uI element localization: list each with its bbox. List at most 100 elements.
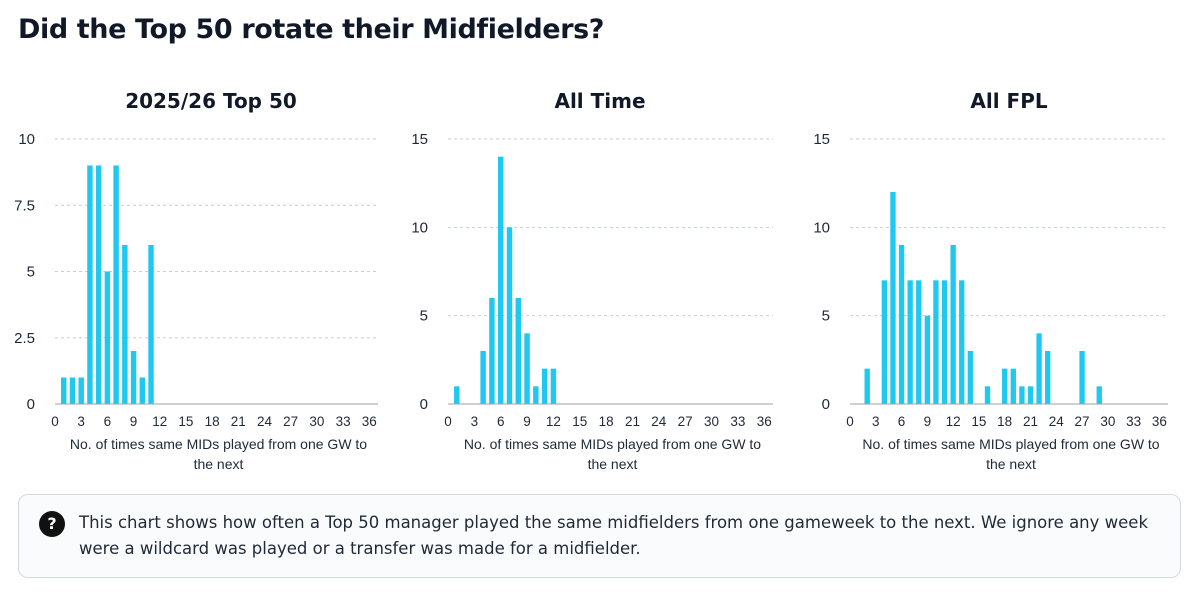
x-tick-label: 18 <box>599 414 614 429</box>
bar <box>950 245 956 404</box>
info-box: ? This chart shows how often a Top 50 ma… <box>18 494 1181 578</box>
bar <box>454 386 460 404</box>
x-tick-label: 15 <box>971 414 986 429</box>
bar <box>1045 351 1051 404</box>
x-tick-label: 30 <box>1100 414 1115 429</box>
x-tick-label: 36 <box>757 414 772 429</box>
x-tick-label: 12 <box>152 414 167 429</box>
bar <box>87 165 93 404</box>
x-tick-label: 6 <box>104 414 112 429</box>
x-tick-label: 30 <box>704 414 719 429</box>
y-tick-label: 5 <box>27 264 35 281</box>
bar <box>104 271 111 404</box>
x-tick-label: 9 <box>130 414 138 429</box>
y-tick-label: 15 <box>411 131 428 148</box>
x-tick-label: 15 <box>178 414 193 429</box>
y-tick-label: 2.5 <box>14 330 35 347</box>
x-tick-label: 36 <box>1152 414 1167 429</box>
y-tick-label: 10 <box>813 219 830 236</box>
x-tick-label: 33 <box>1126 414 1141 429</box>
bar <box>139 377 146 404</box>
y-tick-label: 15 <box>813 131 830 148</box>
bar <box>890 192 896 404</box>
x-tick-label: 6 <box>898 414 906 429</box>
bar <box>864 368 870 404</box>
bar <box>1096 386 1102 404</box>
bar <box>113 165 119 404</box>
bar <box>506 227 513 404</box>
bar <box>524 333 530 404</box>
bar <box>78 377 84 404</box>
x-tick-label: 18 <box>205 414 220 429</box>
x-tick-label: 0 <box>444 414 452 429</box>
y-tick-label: 5 <box>822 308 830 325</box>
chart-title: 2025/26 Top 50 <box>125 89 297 113</box>
bar <box>130 351 137 404</box>
x-tick-label: 24 <box>1049 414 1065 429</box>
y-tick-label: 0 <box>27 396 35 413</box>
y-tick-label: 5 <box>420 308 428 325</box>
chart-title: All FPL <box>970 89 1047 113</box>
x-tick-label: 6 <box>497 414 505 429</box>
bar <box>69 377 76 404</box>
x-tick-label: 21 <box>1023 414 1038 429</box>
bar <box>916 280 922 404</box>
bar <box>898 245 905 404</box>
question-circle-icon[interactable]: ? <box>39 511 65 537</box>
x-tick-label: 3 <box>872 414 880 429</box>
x-tick-label: 0 <box>51 414 59 429</box>
bar <box>489 298 495 404</box>
x-tick-label: 21 <box>231 414 246 429</box>
x-tick-label: 30 <box>309 414 324 429</box>
page-title: Did the Top 50 rotate their Midfielders? <box>18 14 605 45</box>
x-tick-label: 0 <box>846 414 854 429</box>
x-tick-label: 24 <box>257 414 273 429</box>
x-tick-label: 36 <box>362 414 377 429</box>
bar <box>1010 368 1016 404</box>
x-axis-label: No. of times same MIDs played from one G… <box>862 436 1159 472</box>
x-tick-label: 27 <box>283 414 298 429</box>
x-tick-label: 18 <box>997 414 1012 429</box>
bar <box>480 351 486 404</box>
bar <box>984 386 991 404</box>
bar <box>959 280 965 404</box>
chart-title: All Time <box>554 89 645 113</box>
x-tick-label: 24 <box>651 414 667 429</box>
bar <box>95 165 102 404</box>
bar <box>1036 333 1042 404</box>
y-tick-label: 7.5 <box>14 197 35 214</box>
bar <box>515 298 521 404</box>
bar <box>533 386 539 404</box>
bar <box>881 280 888 404</box>
x-tick-label: 15 <box>572 414 587 429</box>
bar <box>148 245 154 404</box>
x-tick-label: 27 <box>1075 414 1090 429</box>
bar <box>1019 386 1025 404</box>
bar <box>1079 351 1085 404</box>
x-tick-label: 9 <box>523 414 531 429</box>
bar <box>61 377 67 404</box>
x-tick-label: 27 <box>678 414 693 429</box>
bar <box>924 315 931 404</box>
bar <box>550 368 557 404</box>
y-tick-label: 10 <box>18 131 35 148</box>
x-tick-label: 33 <box>336 414 351 429</box>
y-tick-label: 10 <box>411 219 428 236</box>
bar <box>967 351 973 404</box>
bar <box>1002 368 1008 404</box>
bar <box>933 280 939 404</box>
x-axis-label: No. of times same MIDs played from one G… <box>70 436 367 472</box>
x-tick-label: 21 <box>625 414 640 429</box>
bar <box>541 368 548 404</box>
x-tick-label: 12 <box>946 414 961 429</box>
y-tick-label: 0 <box>420 396 428 413</box>
x-tick-label: 33 <box>730 414 745 429</box>
y-tick-label: 0 <box>822 396 830 413</box>
x-tick-label: 9 <box>924 414 932 429</box>
bar <box>907 280 913 404</box>
info-text: This chart shows how often a Top 50 mana… <box>79 513 1148 558</box>
bar <box>941 280 948 404</box>
